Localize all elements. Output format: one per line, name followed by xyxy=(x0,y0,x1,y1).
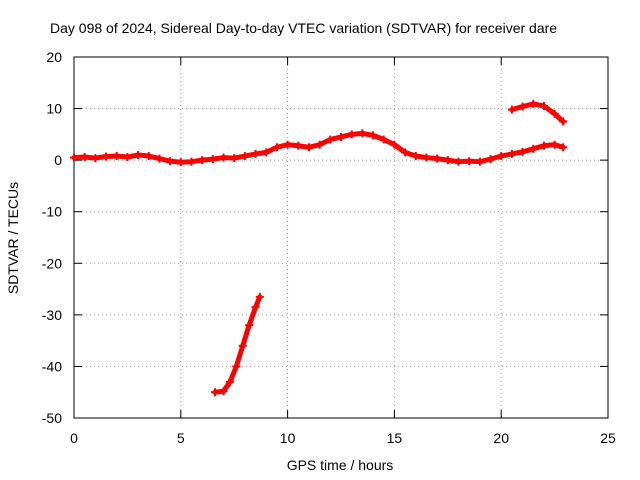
data-point xyxy=(80,153,89,162)
data-point xyxy=(134,150,143,159)
data-series xyxy=(70,99,568,397)
data-point xyxy=(529,99,538,108)
data-point xyxy=(102,152,111,161)
data-point xyxy=(251,303,260,312)
data-point xyxy=(225,377,234,386)
data-point xyxy=(251,149,260,158)
data-point xyxy=(559,117,568,126)
data-point xyxy=(518,147,527,156)
data-point xyxy=(240,152,249,161)
data-point xyxy=(112,152,121,161)
data-point xyxy=(465,157,474,166)
y-tick-label: -40 xyxy=(42,358,62,374)
series-main xyxy=(70,129,568,167)
x-axis: 0 5 10 15 20 25 xyxy=(70,57,616,446)
data-point xyxy=(176,158,185,167)
y-tick-label: -30 xyxy=(42,307,62,323)
data-point xyxy=(70,153,78,162)
data-point xyxy=(539,141,548,150)
data-point xyxy=(219,387,228,396)
y-axis: -50 -40 -30 -20 -10 0 10 20 xyxy=(42,49,608,426)
data-point xyxy=(486,155,495,164)
data-point xyxy=(358,129,367,138)
data-point xyxy=(255,292,264,301)
grid-lines xyxy=(74,57,608,418)
y-tick-label: -50 xyxy=(42,410,62,426)
data-point xyxy=(507,149,516,158)
data-point xyxy=(210,388,219,397)
data-point xyxy=(550,140,559,149)
data-point xyxy=(198,156,207,165)
data-point xyxy=(411,152,420,161)
data-point xyxy=(454,157,463,166)
data-point xyxy=(155,154,164,163)
data-point xyxy=(91,154,100,163)
data-point xyxy=(315,140,324,149)
data-point xyxy=(245,321,254,330)
data-point xyxy=(232,362,241,371)
data-point xyxy=(507,105,516,114)
data-point xyxy=(401,148,410,157)
data-point xyxy=(219,153,228,162)
y-tick-label: -20 xyxy=(42,255,62,271)
series-upper-segment xyxy=(507,99,568,126)
data-point xyxy=(433,154,442,163)
series-trace xyxy=(212,294,263,395)
data-point xyxy=(208,155,217,164)
y-tick-label: 0 xyxy=(54,152,62,168)
data-point xyxy=(238,341,247,350)
data-point xyxy=(337,132,345,141)
x-tick-label: 25 xyxy=(600,430,616,446)
y-tick-label: 20 xyxy=(46,49,62,65)
data-point xyxy=(304,143,313,152)
data-point xyxy=(369,131,378,140)
data-point xyxy=(144,152,153,161)
data-point xyxy=(166,157,175,166)
x-tick-label: 0 xyxy=(70,430,78,446)
x-tick-label: 15 xyxy=(387,430,403,446)
series-drop-segment xyxy=(210,292,264,397)
data-point xyxy=(539,101,548,110)
data-point xyxy=(262,148,271,157)
data-point xyxy=(294,141,303,150)
data-point xyxy=(123,153,132,162)
data-point xyxy=(379,135,388,144)
data-point xyxy=(390,140,399,149)
data-point xyxy=(443,156,452,165)
chart-title: Day 098 of 2024, Sidereal Day-to-day VTE… xyxy=(50,20,557,36)
data-point xyxy=(529,144,538,153)
y-axis-label: SDTVAR / TECUs xyxy=(5,182,21,294)
data-point xyxy=(497,152,506,161)
data-point xyxy=(347,130,356,139)
x-axis-label: GPS time / hours xyxy=(287,457,394,473)
data-point xyxy=(559,143,568,152)
y-tick-label: -10 xyxy=(42,204,62,220)
data-point xyxy=(475,157,484,166)
data-point xyxy=(230,154,239,163)
x-tick-label: 10 xyxy=(280,430,296,446)
data-point xyxy=(326,135,335,144)
data-point xyxy=(518,102,527,111)
data-point xyxy=(422,153,431,162)
data-point xyxy=(550,109,559,118)
x-tick-label: 20 xyxy=(493,430,509,446)
plot-frame xyxy=(73,56,609,419)
y-tick-label: 10 xyxy=(46,101,62,117)
data-point xyxy=(283,140,292,149)
x-tick-label: 5 xyxy=(177,430,185,446)
data-point xyxy=(187,157,196,166)
data-point xyxy=(272,143,281,152)
